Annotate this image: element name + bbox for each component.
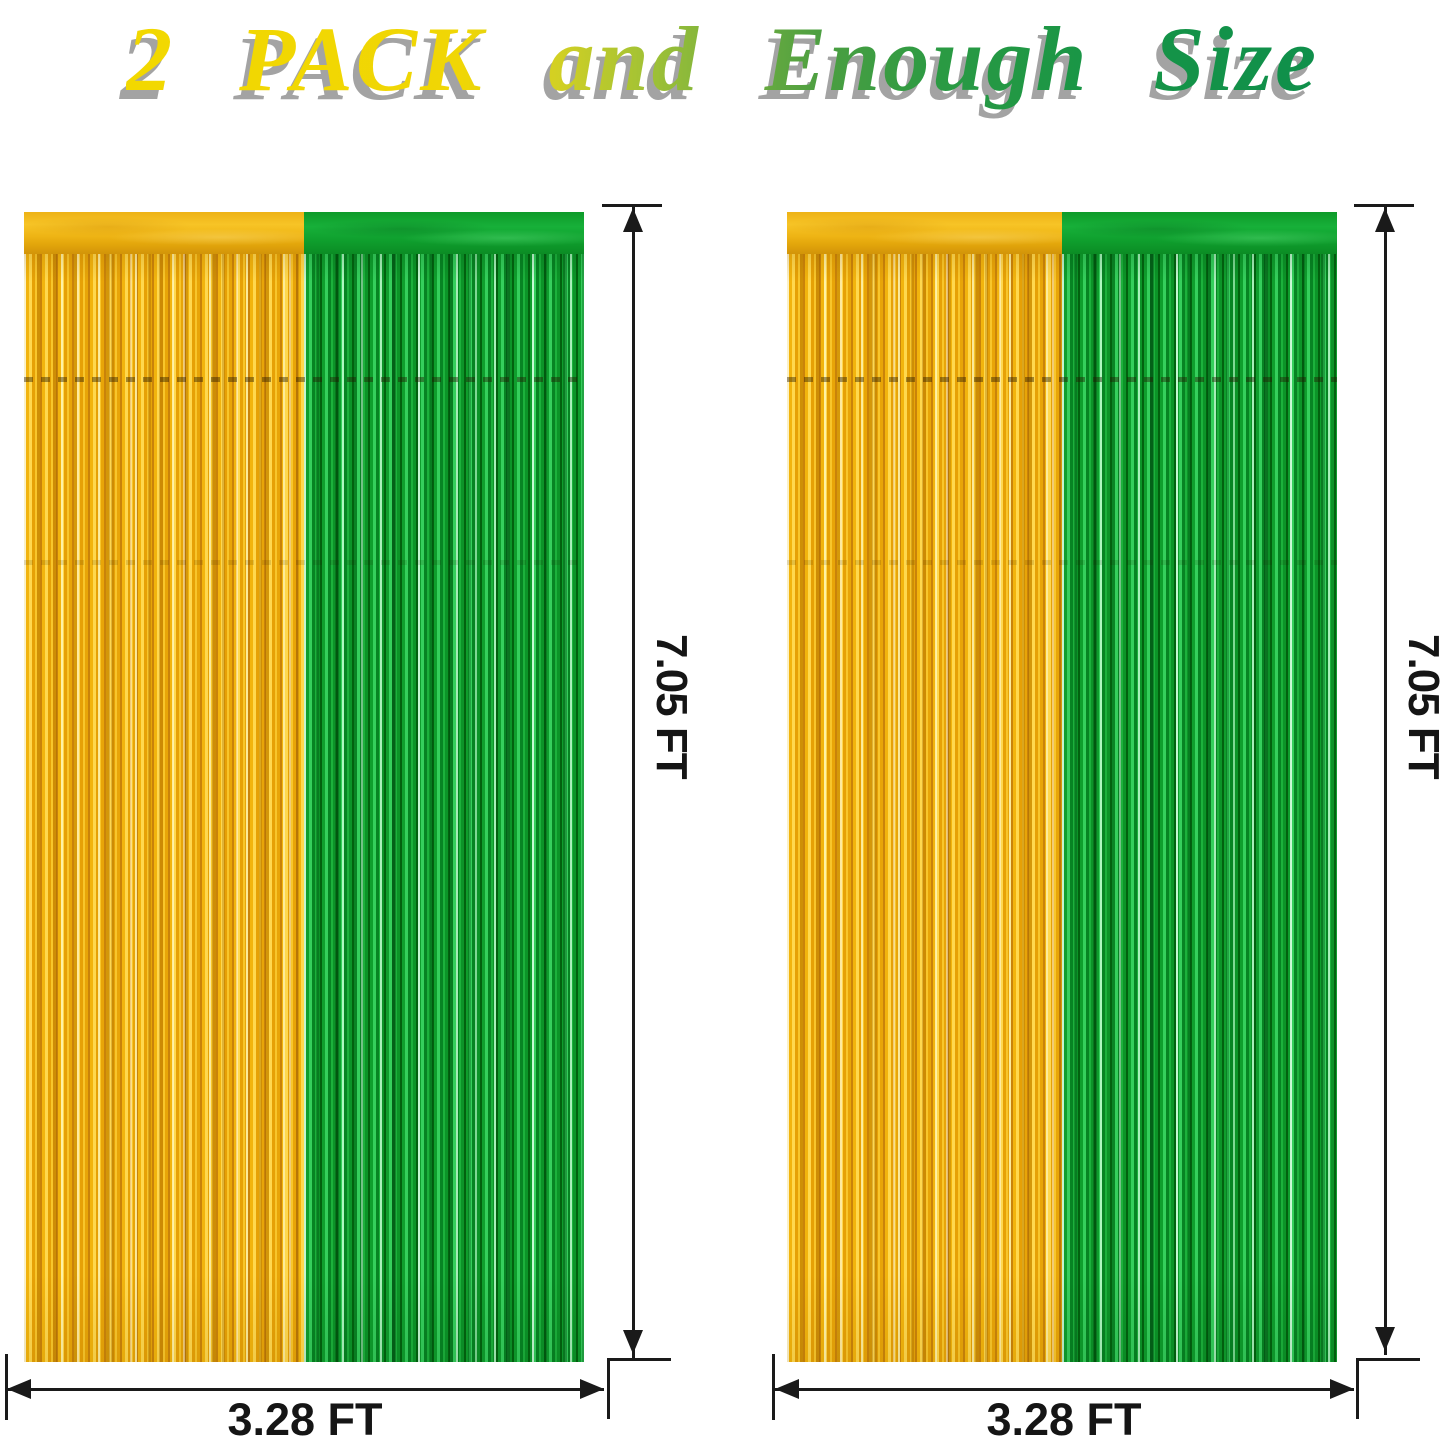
gold-fringe-panel (787, 212, 1062, 1362)
gold-curtain-header (787, 212, 1062, 254)
foil-curtain-right (787, 212, 1337, 1362)
arrow-up-icon (1375, 208, 1395, 232)
gold-fringe (787, 254, 1062, 1362)
width-dimension-label: 3.28 FT (227, 1394, 383, 1443)
green-fringe-panel (304, 212, 584, 1362)
width-dimension-label: 3.28 FT (986, 1394, 1142, 1443)
arrow-down-icon (1375, 1327, 1395, 1351)
arrow-right-icon (580, 1379, 604, 1399)
gold-fringe (24, 254, 304, 1362)
gold-curtain-header (24, 212, 304, 254)
width-dimension-line (6, 1388, 604, 1391)
page-title: 2 PACK and Enough Size (120, 0, 1319, 127)
green-fringe-panel (1062, 212, 1337, 1362)
height-dim-bottom-bracket-h (1356, 1358, 1420, 1361)
height-dimension-line (632, 205, 635, 1358)
arrow-left-icon (7, 1379, 31, 1399)
fold-crease-line-faint (24, 560, 584, 565)
arrow-down-icon (623, 1330, 643, 1354)
gold-fringe-panel (24, 212, 304, 1362)
height-dim-bottom-bracket-v (1356, 1358, 1359, 1419)
page-title-text: 2 PACK and Enough Size (126, 8, 1319, 110)
arrow-up-icon (623, 208, 643, 232)
fold-crease-line (24, 377, 584, 382)
width-dim-left-tick (5, 1354, 8, 1420)
fold-crease-line (787, 377, 1337, 382)
height-dim-bottom-bracket-v (607, 1358, 610, 1419)
green-curtain-header (1062, 212, 1337, 254)
green-curtain-header (304, 212, 584, 254)
title-row: 2 PACK and Enough Size (0, 0, 1445, 127)
width-dimension-line (774, 1388, 1354, 1391)
green-fringe (1062, 254, 1337, 1362)
width-dim-left-tick (772, 1354, 775, 1420)
fold-crease-line-faint (787, 560, 1337, 565)
height-dimension-label: 7.05 FT (1399, 633, 1445, 779)
foil-curtain-left (24, 212, 584, 1362)
height-dim-bottom-bracket-h (607, 1358, 671, 1361)
arrow-left-icon (775, 1379, 799, 1399)
green-fringe (304, 254, 584, 1362)
arrow-right-icon (1330, 1379, 1354, 1399)
height-dimension-label: 7.05 FT (647, 633, 696, 779)
height-dimension-line (1384, 205, 1387, 1355)
